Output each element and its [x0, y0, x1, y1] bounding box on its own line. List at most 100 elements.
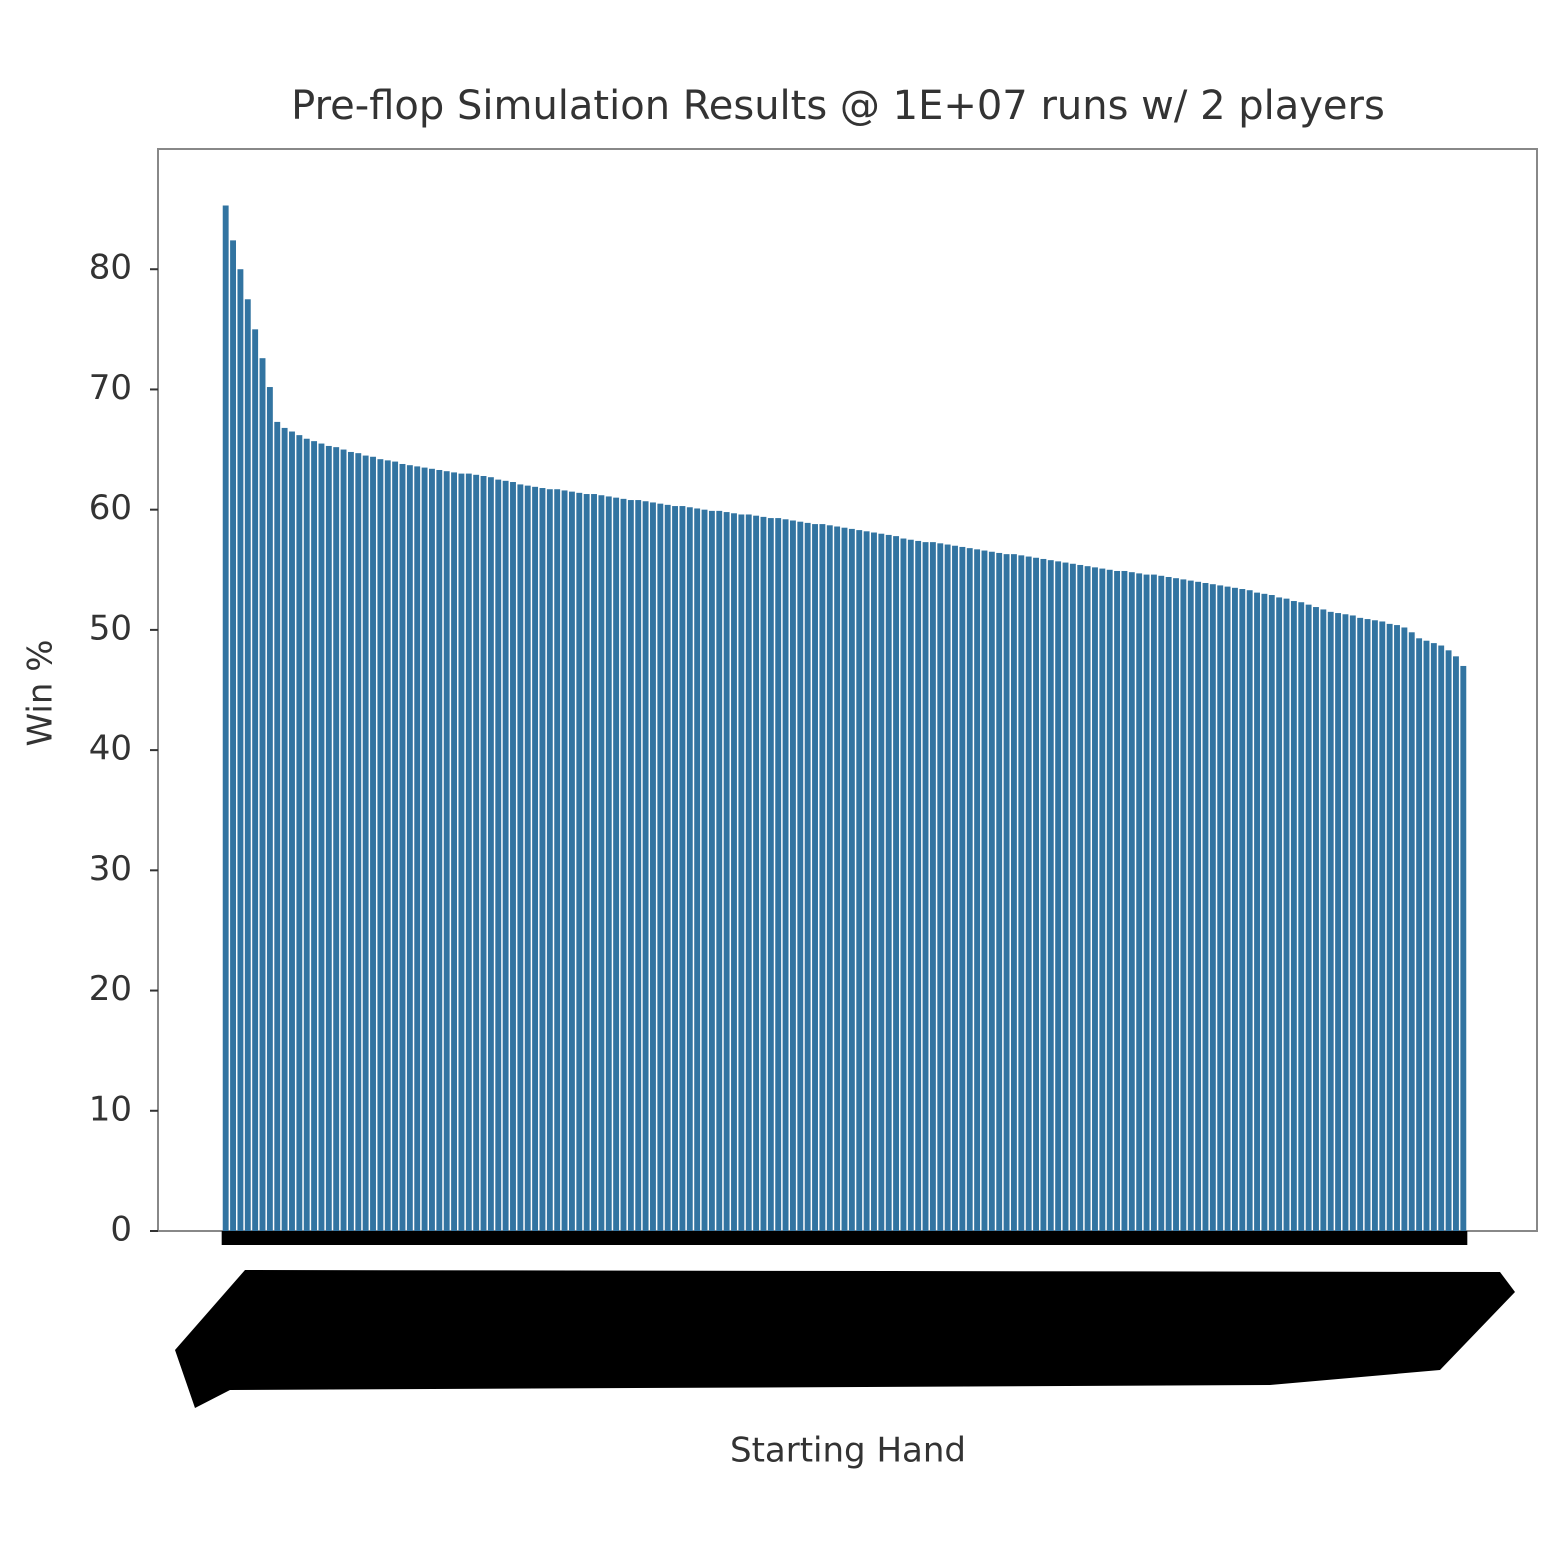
bar: [1084, 566, 1091, 1231]
bar: [473, 474, 480, 1231]
bar: [1010, 554, 1017, 1231]
bar: [878, 533, 885, 1231]
bar: [1342, 614, 1349, 1231]
bar: [885, 534, 892, 1231]
bar: [296, 435, 303, 1231]
bar: [436, 469, 443, 1231]
bar: [274, 421, 281, 1232]
bar: [701, 509, 708, 1232]
bar: [1187, 580, 1194, 1231]
bar: [959, 546, 966, 1231]
bar: [834, 526, 841, 1231]
bar: [487, 477, 494, 1231]
bar: [620, 498, 627, 1231]
bar: [443, 471, 450, 1231]
bar: [1268, 595, 1275, 1231]
bar: [937, 543, 944, 1231]
bar: [605, 496, 612, 1231]
y-tick-label: 60: [89, 488, 132, 528]
bar: [650, 502, 656, 1231]
bar: [767, 518, 774, 1231]
bar: [1254, 592, 1260, 1231]
bar: [841, 527, 848, 1231]
y-tick-label: 20: [89, 969, 132, 1009]
bar: [1018, 555, 1025, 1231]
bar: [694, 508, 701, 1231]
bar: [399, 463, 406, 1232]
y-tick-label: 10: [89, 1089, 132, 1129]
bar: [1231, 587, 1238, 1231]
bar: [1224, 586, 1231, 1231]
bar: [1386, 623, 1393, 1231]
bar: [723, 512, 730, 1231]
y-tick-label: 80: [89, 248, 132, 288]
bar: [1202, 583, 1209, 1231]
y-axis-label: Win %: [21, 640, 61, 747]
bar: [1077, 564, 1084, 1231]
bar: [863, 531, 870, 1231]
bar: [871, 532, 877, 1231]
bar: [627, 500, 634, 1231]
bar: [325, 445, 332, 1232]
bar: [1239, 589, 1246, 1231]
bar: [708, 510, 715, 1231]
bar: [539, 488, 546, 1231]
bar: [981, 550, 988, 1231]
bar: [1150, 574, 1157, 1231]
bar: [804, 522, 811, 1231]
bar: [1430, 643, 1437, 1231]
bar: [1209, 584, 1216, 1231]
bar: [384, 460, 391, 1231]
bar: [1364, 619, 1371, 1231]
bar: [1121, 570, 1128, 1231]
bar: [1099, 568, 1106, 1231]
bar: [1408, 632, 1415, 1231]
bar: [966, 548, 973, 1231]
bar: [1394, 625, 1400, 1231]
bar: [679, 506, 686, 1231]
bar: [340, 449, 347, 1231]
bar: [1040, 558, 1047, 1231]
bar: [1128, 572, 1135, 1231]
bar: [1003, 554, 1010, 1231]
bar: [495, 479, 502, 1232]
bar: [311, 441, 318, 1231]
bar: [826, 525, 833, 1231]
bar: [1143, 574, 1150, 1231]
bar: [598, 495, 605, 1231]
bar: [1445, 650, 1452, 1231]
bar: [289, 431, 295, 1231]
bar: [421, 467, 428, 1232]
bar: [524, 485, 531, 1232]
bar: [429, 468, 435, 1231]
bar: [458, 473, 465, 1232]
bar: [1423, 640, 1430, 1231]
bar: [1033, 557, 1039, 1231]
bar: [775, 518, 782, 1231]
bar: [333, 447, 340, 1231]
y-tick-label: 30: [89, 849, 132, 889]
bar: [406, 465, 413, 1231]
bar: [952, 545, 958, 1231]
bar: [893, 536, 900, 1231]
bar: [1298, 602, 1305, 1231]
bar: [355, 453, 362, 1231]
bar: [1276, 597, 1283, 1231]
bar: [613, 497, 620, 1232]
x-tick-labels-overlapping: [175, 1270, 1515, 1408]
x-axis-label: Starting Hand: [730, 1431, 966, 1471]
bar: [1025, 556, 1032, 1231]
bar: [1335, 613, 1342, 1231]
bar: [1114, 570, 1121, 1231]
bar: [377, 459, 384, 1231]
bar: [922, 542, 929, 1231]
bar: [1261, 593, 1268, 1231]
bar: [347, 451, 354, 1232]
bar: [1453, 656, 1459, 1231]
y-tick-label: 50: [89, 608, 132, 648]
bar: [517, 484, 524, 1231]
bar: [568, 491, 575, 1232]
bar: [414, 466, 421, 1231]
bar: [1357, 617, 1364, 1231]
